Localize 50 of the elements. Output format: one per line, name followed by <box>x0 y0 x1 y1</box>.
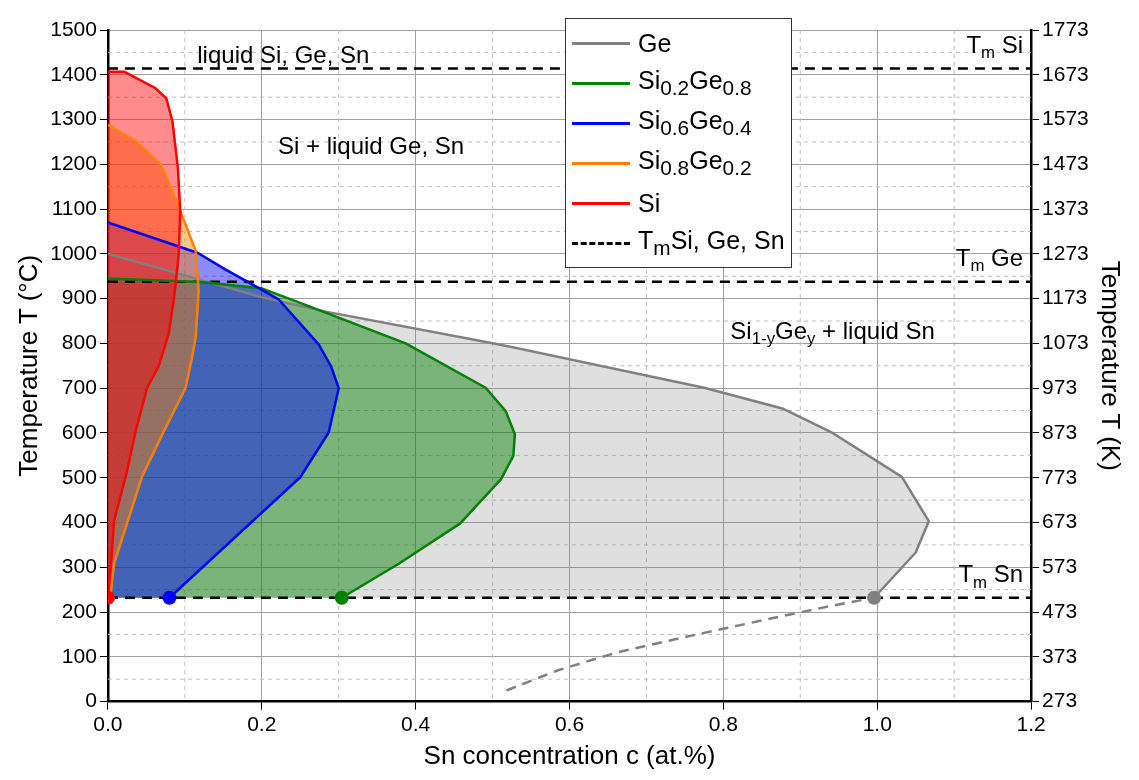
x-axis-title: Sn concentration c (at.%) <box>423 739 716 770</box>
annotation: Si + liquid Ge, Sn <box>277 132 465 160</box>
y-tick-label: 1500 <box>50 16 97 40</box>
legend-label: Si$_{0.6}$Ge$_{0.4}$ <box>638 106 752 140</box>
x-tick-label: 0.4 <box>401 712 431 735</box>
y2-tick-label: 573 <box>1042 554 1078 578</box>
y2-tick-label: 1073 <box>1042 330 1089 354</box>
x-tick-label: 0.2 <box>247 712 277 735</box>
y2-tick-label: 373 <box>1042 643 1078 667</box>
y-axis-title: Temperature T (°C) <box>12 254 43 477</box>
legend-label: Si <box>638 188 661 218</box>
y-tick-label: 600 <box>61 419 97 443</box>
y2-tick-label: 1373 <box>1042 195 1089 219</box>
legend-label: Ge <box>638 28 672 58</box>
y2-tick-label: 1273 <box>1042 240 1089 264</box>
x-tick-label: 1.0 <box>862 712 892 735</box>
y-tick-label: 500 <box>61 464 97 488</box>
y2-tick-label: 1773 <box>1042 16 1089 40</box>
y2-tick-label: 1573 <box>1042 106 1089 130</box>
y2-tick-label: 1173 <box>1042 285 1088 309</box>
y2-tick-label: 973 <box>1042 374 1078 398</box>
y2-tick-label: 673 <box>1042 509 1078 533</box>
y-tick-label: 1200 <box>50 151 97 175</box>
y2-tick-label: 873 <box>1042 419 1078 443</box>
y-tick-label: 400 <box>61 509 97 533</box>
y-tick-label: 100 <box>61 643 97 667</box>
annotation: T$_{m}$Si, Ge, Sn <box>638 226 785 260</box>
y-tick-label: 1300 <box>50 106 97 130</box>
y2-tick-label: 273 <box>1042 688 1078 712</box>
y-tick-label: 1000 <box>50 240 97 264</box>
y2-tick-label: 1473 <box>1042 151 1089 175</box>
y-tick-label: 200 <box>61 598 97 622</box>
y2-tick-label: 773 <box>1042 464 1078 488</box>
legend-label: Si$_{0.8}$Ge$_{0.2}$ <box>638 146 752 180</box>
y-tick-label: 0 <box>85 688 97 712</box>
y2-tick-label: 1673 <box>1042 61 1089 85</box>
x-tick-label: 0.8 <box>708 712 738 735</box>
y-tick-label: 900 <box>61 285 97 309</box>
x-tick-label: 1.2 <box>1016 712 1046 735</box>
y-tick-label: 700 <box>61 374 97 398</box>
y-tick-label: 1400 <box>50 61 97 85</box>
y-tick-label: 300 <box>61 554 97 578</box>
y2-tick-label: 473 <box>1042 598 1078 622</box>
x-tick-label: 0.0 <box>93 712 123 735</box>
y-tick-label: 1100 <box>51 195 97 219</box>
x-tick-label: 0.6 <box>554 712 585 735</box>
annotation: liquid Si, Ge, Sn <box>197 41 370 69</box>
legend-label: Si$_{0.2}$Ge$_{0.8}$ <box>638 66 752 100</box>
y-tick-label: 800 <box>61 330 97 354</box>
y2-axis-title: Temperature T (K) <box>1096 260 1127 471</box>
